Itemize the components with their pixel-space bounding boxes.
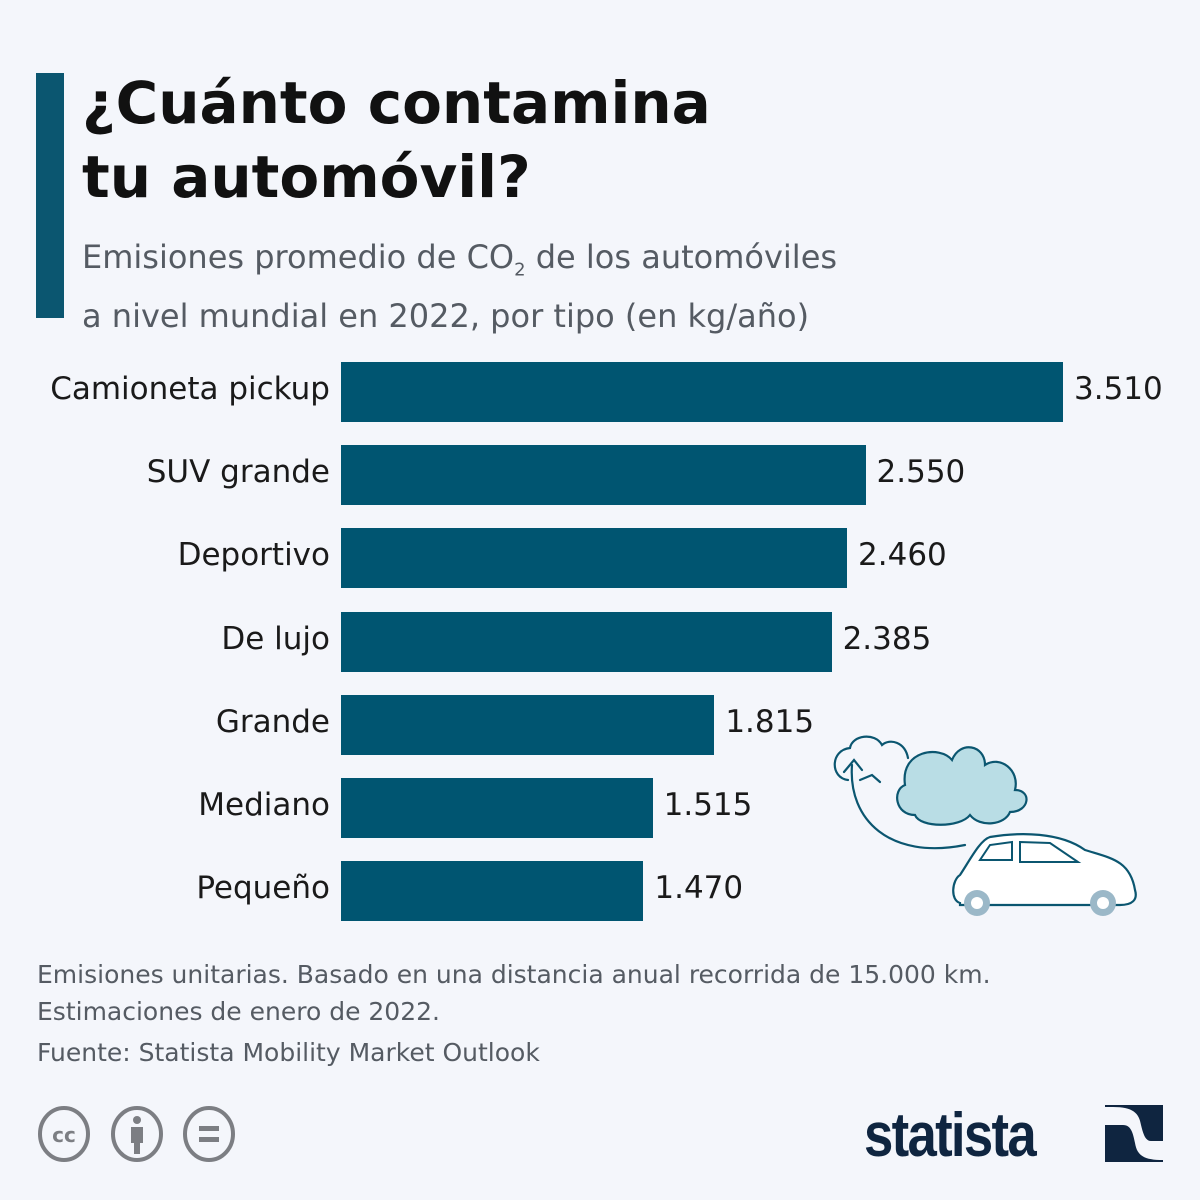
- bar: [341, 528, 848, 589]
- category-label: Mediano: [198, 787, 330, 823]
- category-label: Grande: [215, 703, 330, 740]
- statista-logo-icon: [1105, 1105, 1163, 1162]
- bar: [341, 362, 1063, 422]
- category-label: Camioneta pickup: [50, 371, 330, 407]
- value-label: 1.515: [663, 787, 753, 823]
- car-emissions-illustration: [833, 735, 1137, 916]
- value-label: 2.550: [876, 454, 966, 491]
- cc-icon: [38, 1106, 90, 1162]
- value-label: 3.510: [1074, 371, 1163, 407]
- value-label: 1.470: [654, 870, 744, 907]
- value-label: 1.815: [725, 703, 815, 740]
- category-label: SUV grande: [146, 454, 330, 491]
- value-label: 2.385: [842, 620, 932, 657]
- bar: [341, 694, 715, 755]
- car-icon: [952, 833, 1137, 916]
- value-label: 2.460: [858, 537, 947, 574]
- source: Fuente: Statista Mobility Market Outlook: [37, 1038, 540, 1067]
- subtitle: Emisiones promedio de CO2 de los automóv…: [82, 238, 838, 336]
- bar: [341, 778, 653, 838]
- accent-bar: [36, 73, 64, 318]
- category-label: Pequeño: [196, 870, 330, 907]
- statista-logo[interactable]: statista: [864, 1101, 1037, 1170]
- footnote-date: Estimaciones de enero de 2022.: [37, 997, 440, 1026]
- no-derivatives-icon: [183, 1106, 235, 1162]
- category-label: Deportivo: [177, 537, 330, 574]
- bar: [341, 611, 832, 672]
- page-title: ¿Cuánto contamina tu automóvil?: [82, 69, 711, 211]
- license-icons[interactable]: cc: [36, 1106, 236, 1162]
- bar: [341, 445, 866, 506]
- bar: [341, 861, 644, 922]
- svg-text:cc: cc: [52, 1123, 76, 1147]
- footnote: Emisiones unitarias. Basado en una dista…: [37, 960, 991, 989]
- attribution-icon: [111, 1106, 163, 1162]
- category-label: De lujo: [221, 620, 330, 657]
